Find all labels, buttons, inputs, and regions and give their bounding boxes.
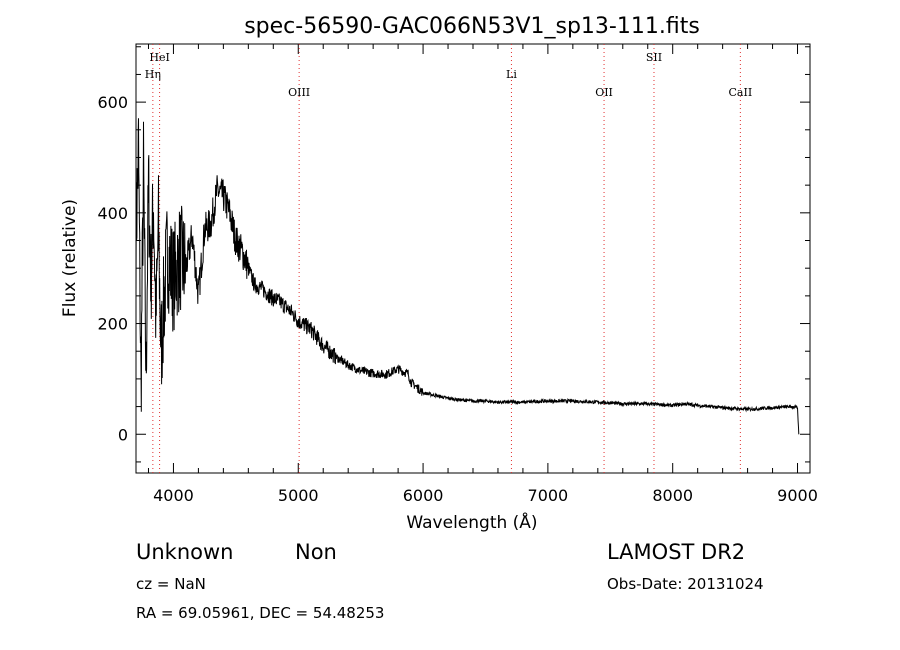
y-axis-label: Flux (relative) [60, 199, 80, 317]
object-class: Unknown [136, 540, 234, 564]
y-tick-label: 600 [97, 93, 128, 112]
chart-title: spec-56590-GAC066N53V1_sp13-111.fits [244, 14, 700, 39]
observation-date: Obs-Date: 20131024 [607, 575, 764, 593]
spectral-line-label: Li [506, 68, 517, 81]
x-tick-label: 4000 [153, 486, 194, 505]
x-tick-label: 9000 [777, 486, 818, 505]
x-tick-label: 8000 [652, 486, 693, 505]
x-axis-label: Wavelength (Å) [406, 511, 537, 533]
axis-ticks: 4000 5000 6000 7000 8000 9000 0 200 400 600 [97, 44, 818, 505]
redshift-cz: cz = NaN [136, 575, 206, 593]
y-tick-label: 200 [97, 315, 128, 334]
spectral-line-label: SII [646, 51, 662, 64]
x-tick-label: 5000 [278, 486, 319, 505]
object-subclass: Non [295, 540, 337, 564]
spectral-line-label: Hη [145, 68, 161, 81]
spectrum-series-line [135, 118, 800, 435]
survey-name: LAMOST DR2 [607, 540, 746, 564]
spectral-line-label: CaII [729, 86, 753, 99]
spectral-line-label: OII [595, 86, 613, 99]
spectrum-chart: spec-56590-GAC066N53V1_sp13-111.fits 400… [60, 14, 818, 533]
y-tick-label: 400 [97, 204, 128, 223]
spectral-line-label: HeI [149, 51, 169, 64]
spectral-line-label: OIII [288, 86, 310, 99]
x-tick-label: 7000 [528, 486, 569, 505]
coordinates: RA = 69.05961, DEC = 54.48253 [136, 604, 385, 622]
spectral-line-markers: HeI Hη OIII Li OII SII CaII [145, 44, 752, 473]
y-tick-label: 0 [118, 425, 128, 444]
x-tick-label: 6000 [403, 486, 444, 505]
plot-frame [135, 43, 811, 474]
